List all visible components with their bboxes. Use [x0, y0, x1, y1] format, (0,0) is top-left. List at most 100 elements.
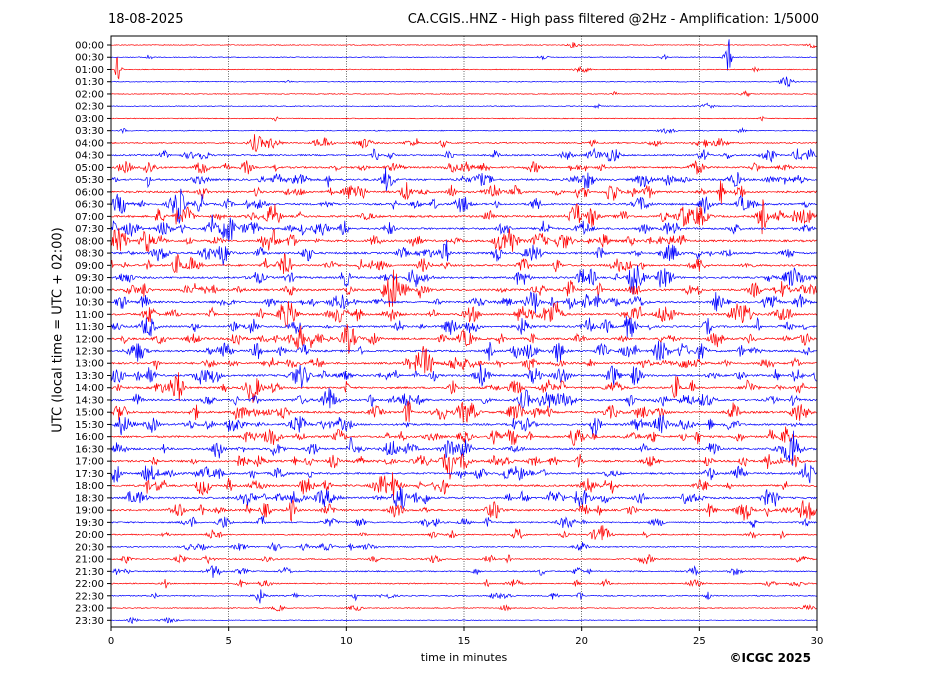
trace-row — [110, 316, 818, 338]
y-tick-label: 11:00 — [75, 310, 104, 321]
y-tick-label: 16:30 — [75, 444, 104, 455]
chart-title: CA.CGIS..HNZ - High pass filtered @2Hz -… — [407, 12, 819, 27]
y-tick-label: 18:30 — [75, 493, 104, 504]
x-tick-labels: 0 5 10 15 20 25 30 — [108, 627, 823, 647]
trace-row — [110, 160, 818, 175]
trace-row — [110, 364, 818, 388]
trace-row — [110, 147, 818, 163]
trace-row — [111, 126, 818, 135]
trace-row — [110, 134, 818, 153]
y-tick-label: 13:30 — [75, 371, 104, 382]
trace-row — [110, 115, 818, 122]
y-tick-label: 19:00 — [75, 506, 104, 517]
y-tick-label: 10:30 — [75, 298, 104, 309]
trace-row — [110, 553, 818, 565]
trace-row — [110, 400, 818, 423]
y-tick-label: 12:00 — [75, 334, 104, 345]
trace-row — [110, 265, 818, 295]
y-tick-label: 22:30 — [75, 591, 104, 602]
y-tick-label: 02:30 — [75, 102, 104, 113]
seismic-traces — [110, 39, 818, 624]
trace-row — [110, 214, 817, 242]
trace-row — [110, 180, 818, 205]
trace-row — [110, 463, 818, 484]
trace-row — [110, 387, 818, 410]
y-tick-label: 01:30 — [75, 77, 104, 88]
trace-row — [110, 616, 818, 624]
trace-row — [110, 227, 818, 254]
y-tick-label: 12:30 — [75, 347, 104, 358]
y-tick-label: 16:00 — [75, 432, 104, 443]
y-tick-label: 11:30 — [75, 322, 104, 333]
y-tick-label: 03:30 — [75, 126, 104, 137]
y-tick-label: 22:00 — [75, 579, 104, 590]
x-tick-label: 10 — [340, 636, 353, 647]
trace-row — [110, 414, 818, 437]
y-tick-label: 15:00 — [75, 408, 104, 419]
trace-row — [110, 76, 818, 88]
trace-row — [110, 603, 818, 612]
y-tick-label: 00:30 — [75, 53, 104, 64]
trace-row — [110, 541, 818, 552]
y-tick-label: 21:30 — [75, 567, 104, 578]
x-tick-label: 0 — [108, 636, 114, 647]
y-tick-label: 17:30 — [75, 469, 104, 480]
x-tick-label: 25 — [693, 636, 706, 647]
y-tick-label: 23:30 — [75, 616, 104, 627]
y-tick-label: 09:30 — [75, 273, 104, 284]
trace-row — [110, 253, 818, 275]
copyright-notice: ©ICGC 2025 — [729, 651, 811, 665]
y-tick-label: 04:30 — [75, 151, 104, 162]
trace-row — [110, 324, 818, 354]
y-tick-label: 18:00 — [75, 481, 104, 492]
y-tick-label: 17:00 — [75, 457, 104, 468]
y-tick-label: 23:00 — [75, 604, 104, 615]
y-tick-label: 14:30 — [75, 395, 104, 406]
trace-row — [110, 42, 818, 49]
y-tick-label: 07:30 — [75, 224, 104, 235]
trace-row — [110, 90, 818, 98]
trace-row — [110, 589, 818, 604]
trace-row — [110, 565, 818, 578]
x-gridlines — [228, 36, 700, 627]
y-axis-label: UTC (local time = UTC + 02:00) — [50, 227, 66, 433]
trace-row — [110, 578, 817, 589]
trace-row — [110, 340, 818, 363]
y-tick-label: 10:00 — [75, 285, 104, 296]
trace-row — [110, 300, 818, 327]
y-tick-label: 07:00 — [75, 212, 104, 223]
trace-row — [110, 372, 818, 403]
trace-row — [110, 39, 818, 71]
trace-row — [110, 515, 818, 529]
trace-row — [110, 472, 818, 500]
trace-row — [110, 269, 818, 308]
trace-row — [110, 430, 818, 466]
y-tick-label: 06:30 — [75, 200, 104, 211]
x-tick-label: 15 — [458, 636, 471, 647]
y-tick-label: 03:00 — [75, 114, 104, 125]
y-tick-label: 08:00 — [75, 236, 104, 247]
y-tick-label: 05:00 — [75, 163, 104, 174]
trace-row — [110, 426, 818, 447]
y-tick-label: 13:00 — [75, 359, 104, 370]
trace-row — [110, 525, 818, 541]
y-tick-label: 15:30 — [75, 420, 104, 431]
y-tick-label: 14:00 — [75, 383, 104, 394]
y-tick-label: 09:00 — [75, 261, 104, 272]
y-tick-label: 21:00 — [75, 555, 104, 566]
y-tick-label: 06:00 — [75, 187, 104, 198]
chart-date: 18-08-2025 — [108, 12, 184, 27]
trace-row — [110, 199, 818, 235]
y-tick-label: 02:00 — [75, 89, 104, 100]
y-tick-label: 08:30 — [75, 249, 104, 260]
y-tick-label: 01:00 — [75, 65, 104, 76]
y-tick-label: 20:30 — [75, 542, 104, 553]
y-tick-label: 05:30 — [75, 175, 104, 186]
x-tick-label: 5 — [225, 636, 231, 647]
y-tick-label: 00:00 — [75, 41, 104, 52]
plot-frame — [110, 35, 818, 628]
trace-row — [110, 167, 818, 192]
y-tick-label: 19:30 — [75, 518, 104, 529]
